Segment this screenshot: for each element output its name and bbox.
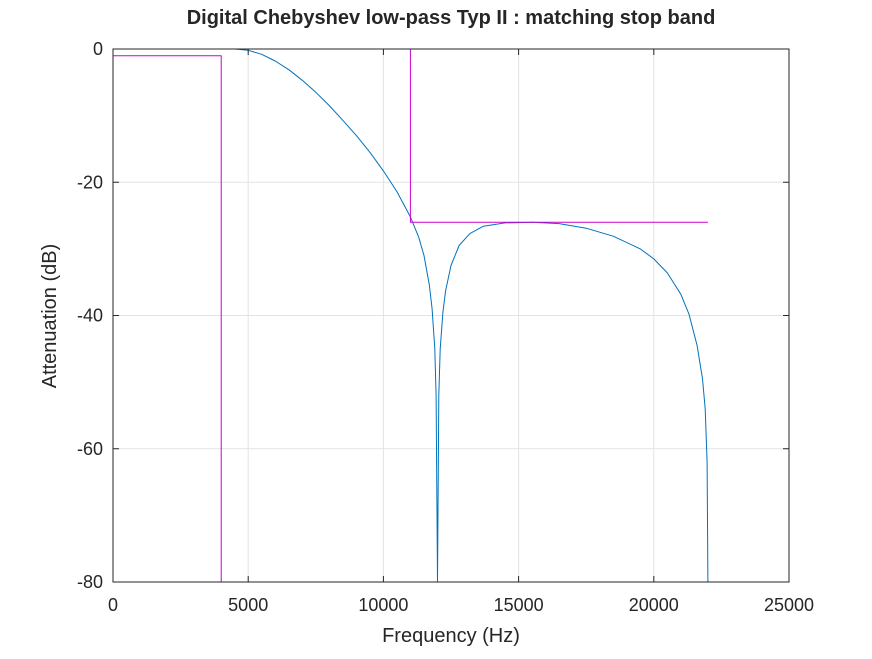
x-tick-label: 25000 [764, 595, 814, 615]
y-tick-label: -20 [77, 172, 103, 192]
x-tick-label: 5000 [228, 595, 268, 615]
y-tick-label: -60 [77, 439, 103, 459]
x-tick-label: 15000 [494, 595, 544, 615]
x-tick-label: 0 [108, 595, 118, 615]
y-tick-label: -40 [77, 306, 103, 326]
ticks: 0 5000 10000 15000 20000 25000 0 -20 -40 -60 -80 [77, 39, 814, 615]
x-tick-label: 20000 [629, 595, 679, 615]
series-line-1 [234, 48, 709, 583]
y-tick-label: -80 [77, 572, 103, 592]
x-axis-label: Frequency (Hz) [382, 625, 520, 647]
chart-title: Digital Chebyshev low-pass Typ II : matc… [187, 7, 716, 29]
x-tick-label: 10000 [358, 595, 408, 615]
y-axis-label: Attenuation (dB) [39, 244, 61, 389]
series-line-2 [113, 55, 222, 582]
y-tick-label: 0 [93, 39, 103, 59]
